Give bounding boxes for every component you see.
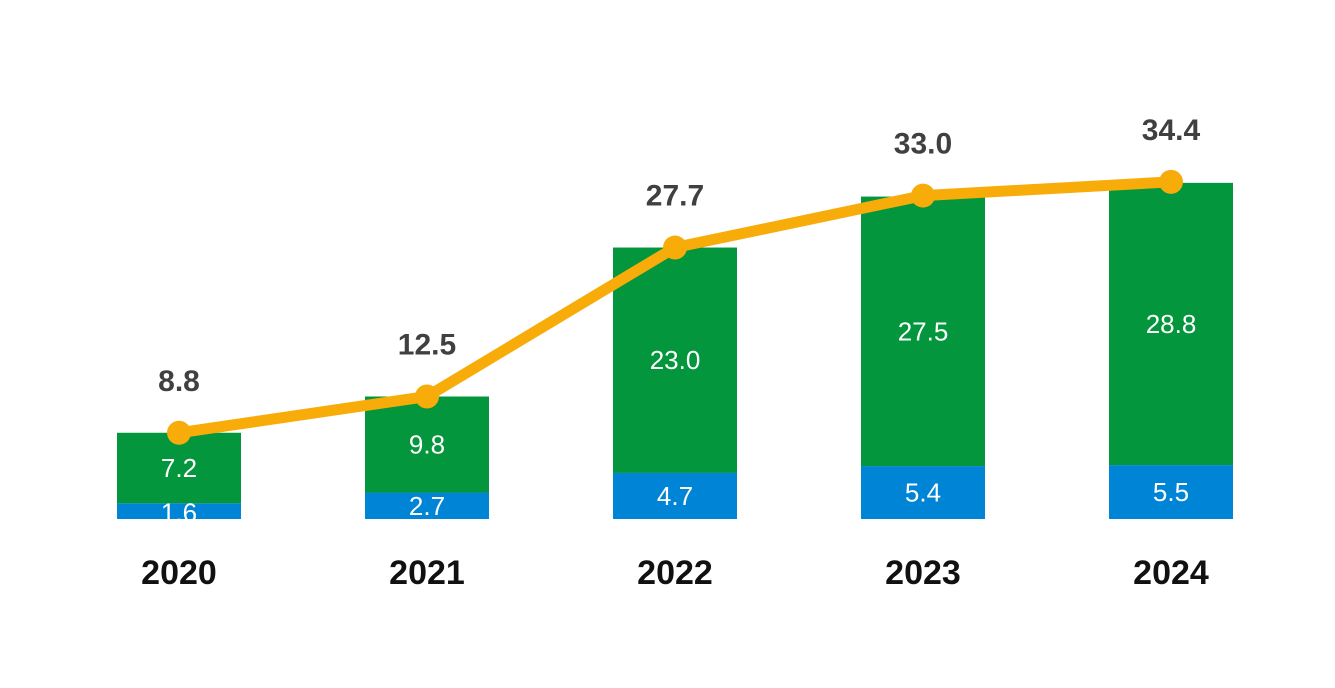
- total-point-2024: [1159, 169, 1183, 194]
- total-point-2023: [911, 183, 935, 208]
- bar-value-label-1-2022: 23.0: [650, 345, 701, 375]
- bar-segment-1-2021: [365, 396, 489, 493]
- total-line-layer: [167, 169, 1183, 445]
- total-value-label-2022: 27.7: [646, 180, 704, 213]
- bar-segment-1-2024: [1109, 182, 1233, 466]
- bar-segment-0-2020: [117, 503, 241, 519]
- bar-value-label-0-2023: 5.4: [905, 478, 941, 508]
- bar-segment-0-2021: [365, 492, 489, 519]
- total-point-2021: [415, 384, 439, 409]
- x-tick-label-2020: 2020: [141, 554, 217, 592]
- bar-value-label-0-2021: 2.7: [409, 491, 445, 521]
- bar-value-label-0-2022: 4.7: [657, 481, 693, 511]
- bar-value-label-1-2024: 28.8: [1146, 309, 1197, 339]
- total-point-2022: [663, 235, 687, 260]
- bar-segment-0-2023: [861, 466, 985, 519]
- bar-labels-layer: 1.6 7.2 2.7 9.8 4.7 23.0 5.4 27.5 5.5 28.8: [161, 309, 1196, 527]
- bar-value-label-0-2020: 1.6: [161, 497, 197, 527]
- total-labels-layer: 8.8 12.5 27.7 33.0 34.4: [158, 114, 1200, 398]
- total-value-label-2023: 33.0: [894, 128, 952, 161]
- bar-value-label-0-2024: 5.5: [1153, 477, 1189, 507]
- total-value-label-2024: 34.4: [1142, 114, 1201, 147]
- bar-segment-1-2022: [613, 247, 737, 473]
- bar-segment-1-2023: [861, 196, 985, 467]
- x-tick-label-2024: 2024: [1133, 554, 1209, 592]
- bar-value-label-1-2021: 9.8: [409, 430, 445, 460]
- bar-segment-0-2024: [1109, 465, 1233, 519]
- total-value-label-2021: 12.5: [398, 329, 456, 362]
- total-point-2020: [167, 420, 191, 445]
- bar-value-label-1-2020: 7.2: [161, 453, 197, 483]
- x-tick-label-2023: 2023: [885, 554, 961, 592]
- bar-value-label-1-2023: 27.5: [898, 316, 949, 346]
- bars-layer: [117, 182, 1233, 519]
- total-value-label-2020: 8.8: [158, 365, 200, 398]
- bar-segment-0-2022: [613, 472, 737, 519]
- x-tick-label-2021: 2021: [389, 554, 465, 592]
- x-tick-label-2022: 2022: [637, 554, 713, 592]
- x-axis-labels: 2020 2021 2022 2023 2024: [141, 554, 1209, 592]
